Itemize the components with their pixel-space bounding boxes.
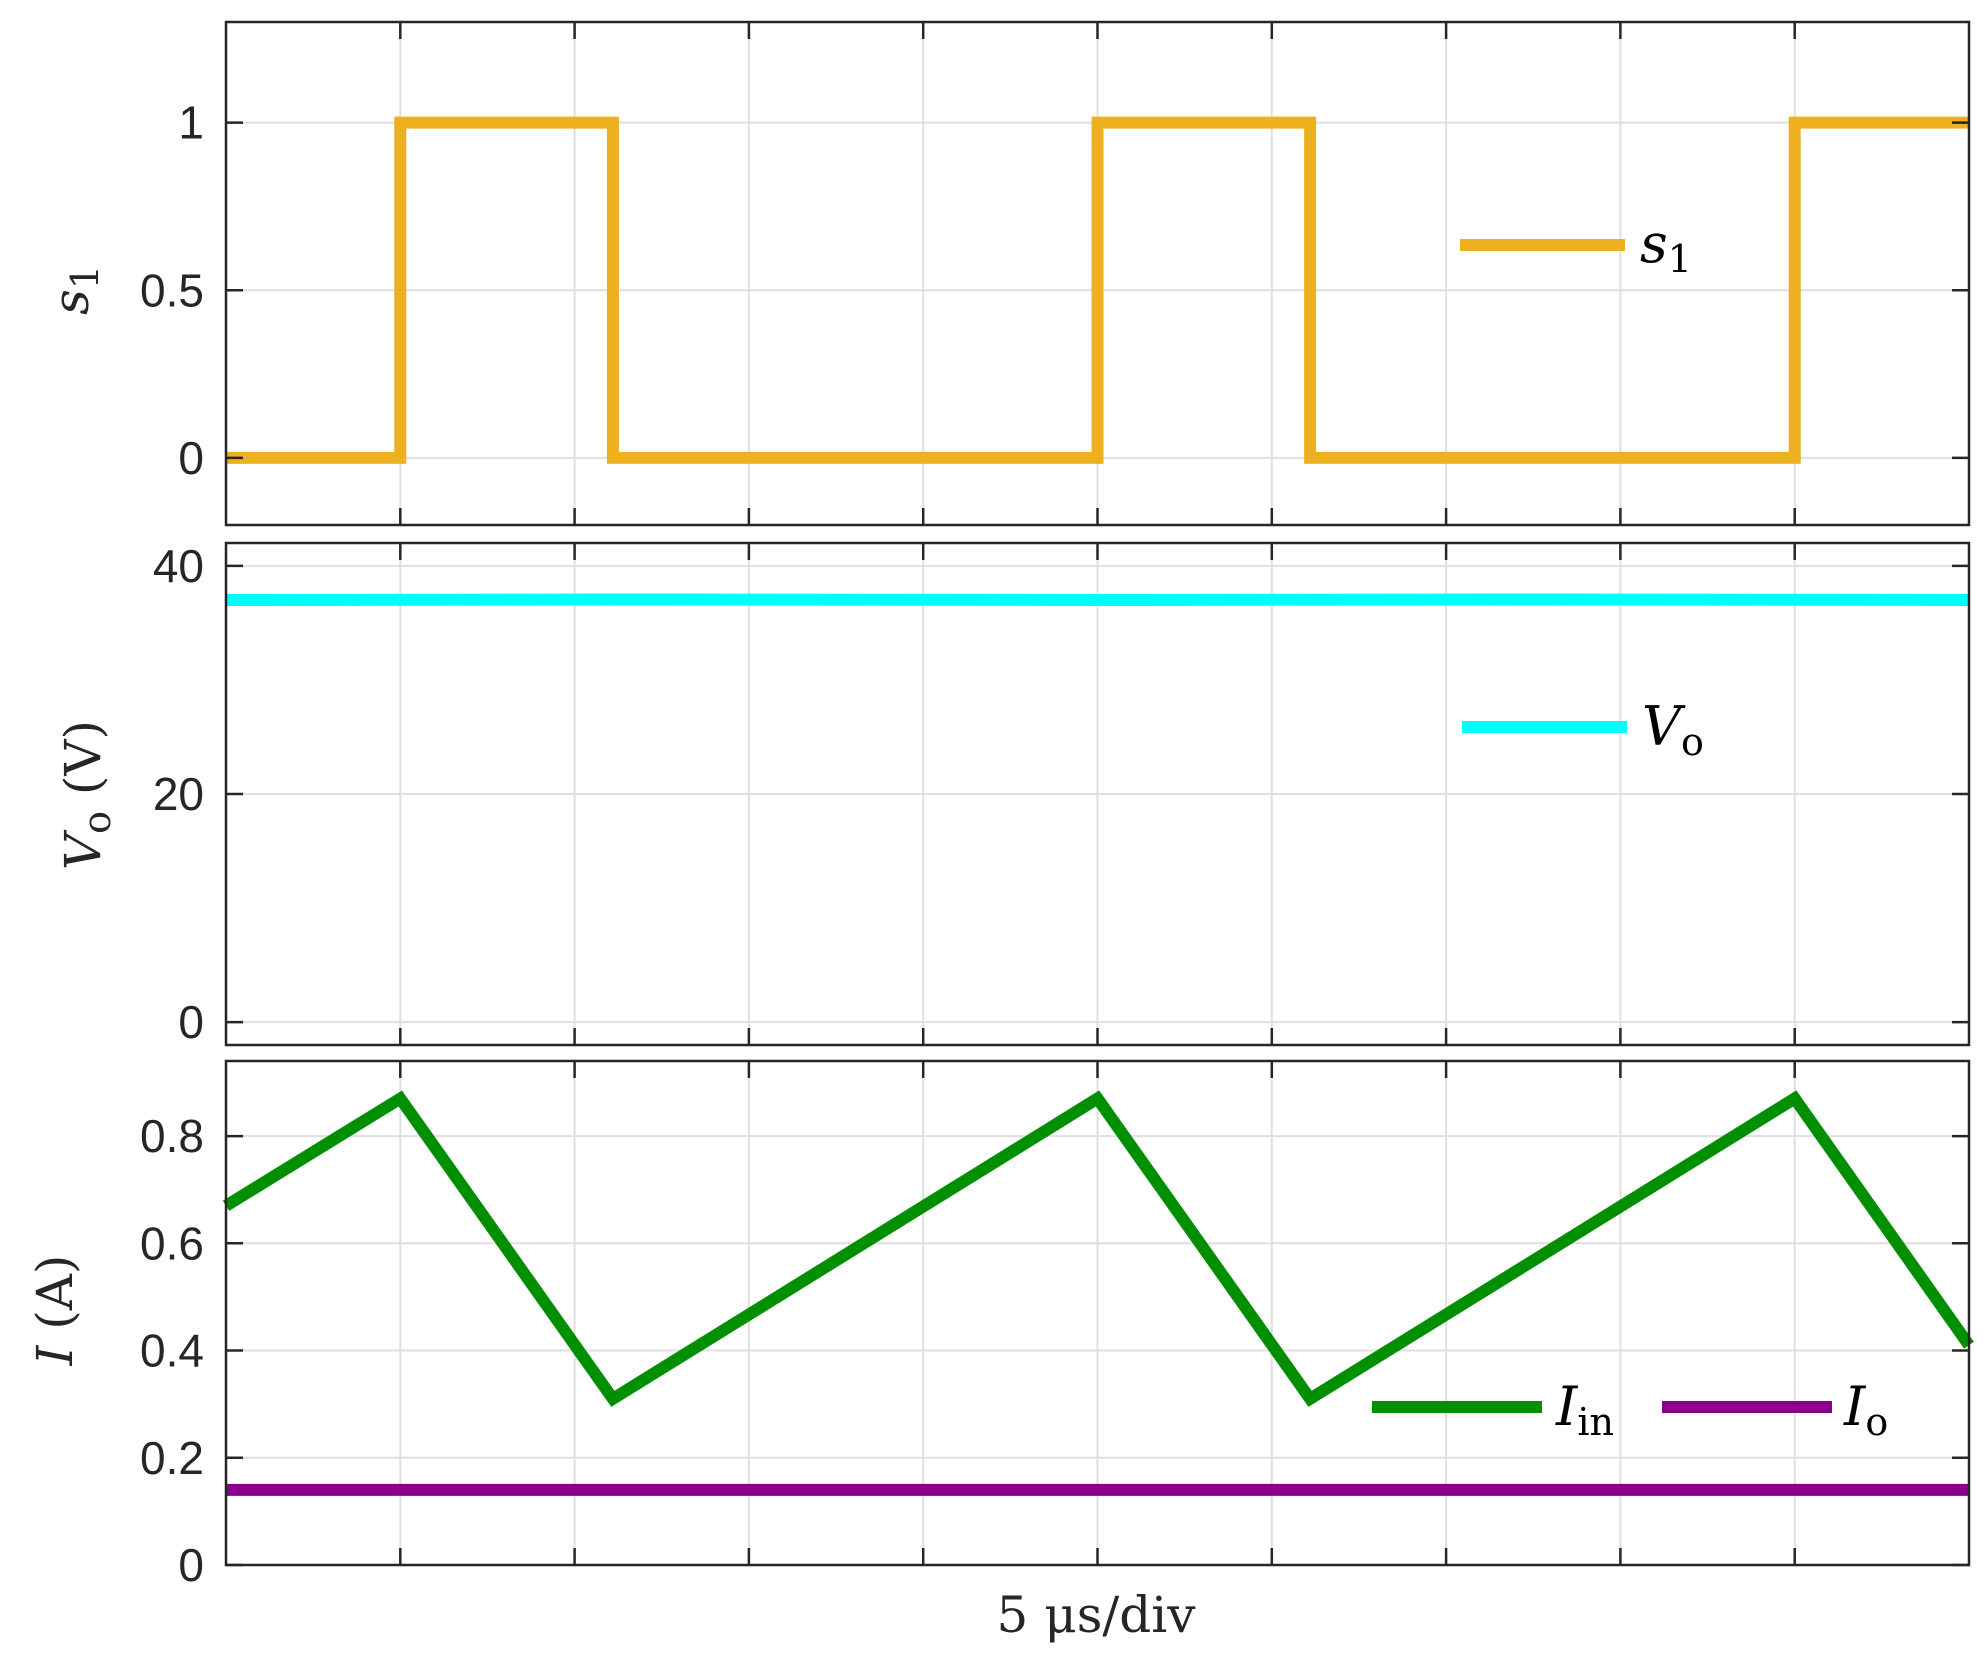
y-axis-label-middle: Vo (V): [54, 720, 119, 870]
panel-switching-signal: 00.51: [140, 20, 1971, 527]
legend-s1: s1: [1460, 212, 1692, 281]
x-axis-label: 5 μs/div: [997, 1586, 1197, 1644]
y-tick-label: 0.5: [140, 264, 204, 316]
panel-currents: 0 0.2 0.4 0.6 0.8: [140, 1059, 1974, 1591]
legend-label-iin: Iin: [1555, 1375, 1614, 1444]
series-line-iin: [222, 1090, 1974, 1407]
panel-output-voltage: 0 20 40: [153, 540, 1971, 1048]
legend-vo: Vo: [1462, 695, 1704, 764]
y-tick-label: 0.8: [140, 1110, 204, 1162]
legend-label-s1: s1: [1640, 212, 1692, 281]
series-line-s1: [226, 116, 1969, 464]
y-tick-label: 40: [153, 540, 204, 592]
y-tick-label: 0.6: [140, 1217, 204, 1269]
y-tick-label: 0.4: [140, 1325, 204, 1377]
legend-iin: Iin: [1372, 1375, 1614, 1444]
y-tick-label: 0: [178, 432, 204, 484]
series-line-vo: [225, 593, 1970, 607]
y-tick-label: 0: [178, 1539, 204, 1591]
y-tick-label: 0: [178, 996, 204, 1048]
y-tick-label: 20: [153, 768, 204, 820]
y-axis-label-top: s1: [42, 265, 107, 315]
legend-io: Io: [1662, 1375, 1888, 1444]
y-tick-label: 1: [178, 97, 204, 149]
y-tick-label: 0.2: [140, 1432, 204, 1484]
legend-label-io: Io: [1843, 1375, 1888, 1444]
y-axis-label-bottom: I (A): [26, 1255, 84, 1367]
legend-label-vo: Vo: [1642, 695, 1704, 764]
